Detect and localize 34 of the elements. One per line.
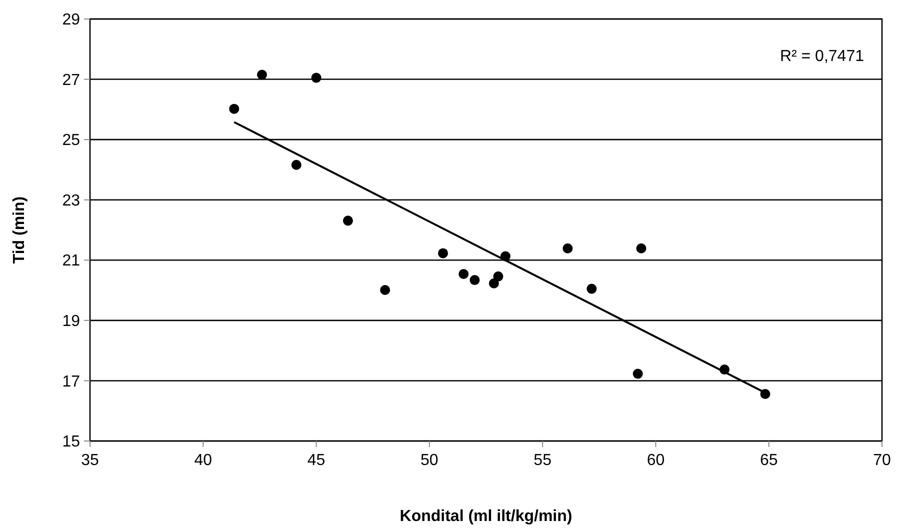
- point: [562, 243, 573, 254]
- annotation: R² = 0,7471: [780, 48, 864, 65]
- point: [380, 284, 390, 295]
- x-tick-label: 45: [307, 452, 326, 469]
- point: [458, 269, 469, 280]
- x-tick-label: 50: [420, 452, 438, 469]
- point: [229, 104, 240, 114]
- x-tick-label: 60: [646, 452, 665, 469]
- x-axis-title: Kondital (ml ilt/kg/min): [400, 508, 572, 525]
- y-tick-label: 25: [62, 132, 80, 150]
- point: [256, 70, 267, 80]
- y-tick-label: 23: [62, 192, 80, 210]
- point: [311, 72, 322, 83]
- x-tick-label: 40: [194, 452, 212, 469]
- y-tick-label: 27: [62, 72, 80, 89]
- point: [488, 278, 499, 288]
- y-tick-label: 29: [62, 12, 80, 29]
- y-tick-label: 15: [62, 434, 80, 451]
- x-tick-label: 55: [534, 452, 552, 469]
- point: [632, 368, 643, 379]
- y-tick-label: 21: [62, 252, 80, 270]
- point: [586, 284, 597, 294]
- y-tick-label: 17: [62, 373, 80, 390]
- y-tick-label: 19: [62, 313, 80, 330]
- point: [342, 216, 353, 226]
- point: [493, 271, 504, 282]
- x-tick-label: 35: [81, 452, 99, 469]
- point: [636, 243, 646, 254]
- x-tick-label: 65: [760, 452, 778, 469]
- point: [470, 275, 480, 286]
- point: [291, 160, 302, 170]
- point: [438, 248, 448, 258]
- y-axis-title: Tid (min): [11, 196, 28, 264]
- x-tick-label: 70: [873, 452, 891, 469]
